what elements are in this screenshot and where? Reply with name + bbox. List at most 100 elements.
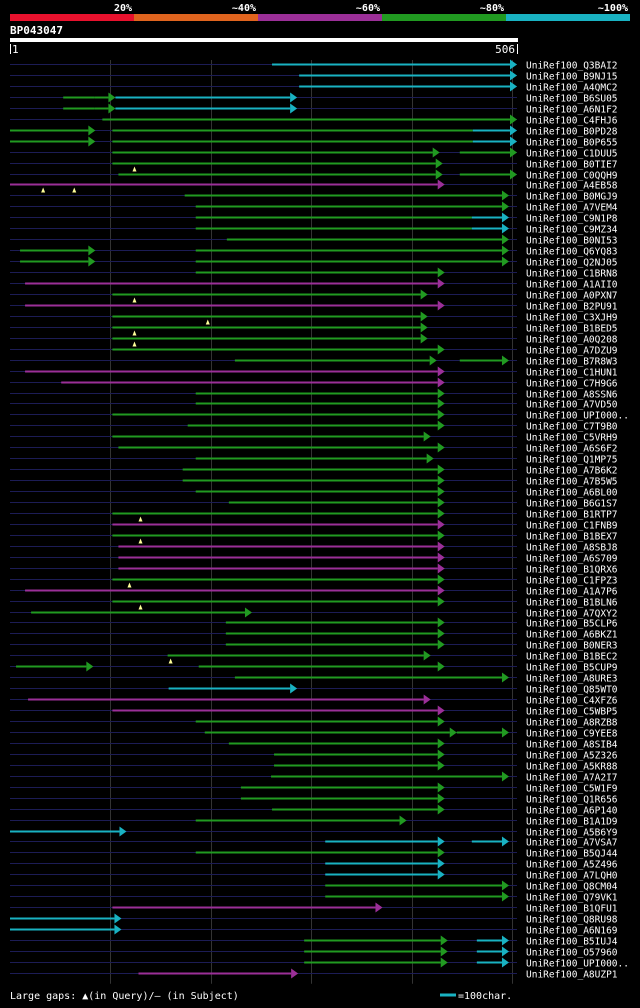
hit-name[interactable]: UniRef100_B0PD28 [526,127,618,138]
hit-name[interactable]: UniRef100_B5QJ44 [526,849,618,860]
hit-row[interactable]: UniRef100_C7T9B0 [10,420,618,433]
hit-name[interactable]: UniRef100_B1QRX6 [526,565,618,576]
hit-name[interactable]: UniRef100_B0P655 [526,138,618,149]
hit-name[interactable]: UniRef100_A8SIB4 [526,740,618,751]
hit-row[interactable]: UniRef100_A0PXN7 [10,289,618,303]
hit-row[interactable]: UniRef100_Q8RU98 [10,913,618,926]
hit-name[interactable]: UniRef100_B1BLN6 [526,598,618,609]
hit-name[interactable]: UniRef100_A0Q208 [526,335,618,346]
hit-row[interactable]: UniRef100_A5Z496 [10,858,618,871]
hit-name[interactable]: UniRef100_A5Z326 [526,751,618,762]
hit-name[interactable]: UniRef100_B1BED5 [526,324,618,335]
hit-name[interactable]: UniRef100_A7VSA7 [526,838,618,849]
hit-name[interactable]: UniRef100_B9NJ15 [526,72,618,83]
hit-name[interactable]: UniRef100_Q3BAI2 [526,61,618,72]
hit-name[interactable]: UniRef100_C1FNB9 [526,521,618,532]
hit-name[interactable]: UniRef100_Q79VK1 [526,893,618,904]
hit-name[interactable]: UniRef100_C9MZ34 [526,225,618,236]
hit-name[interactable]: UniRef100_UPI000.. [526,959,629,970]
hit-row[interactable]: UniRef100_B9NJ15 [10,70,618,83]
hit-name[interactable]: UniRef100_Q8CM04 [526,882,618,893]
hit-name[interactable]: UniRef100_A5B6Y9 [526,828,618,839]
hit-name[interactable]: UniRef100_Q1R656 [526,795,618,806]
hit-name[interactable]: UniRef100_A1AII0 [526,280,618,291]
hit-name[interactable]: UniRef100_C5WBP5 [526,707,618,718]
hit-row[interactable]: UniRef100_B0TIE7 [10,158,618,172]
hit-row[interactable]: UniRef100_UPI000.. [10,957,629,970]
hit-row[interactable]: UniRef100_B5QJ44 [10,847,618,860]
hit-row[interactable]: UniRef100_B5CLP6 [10,617,618,630]
hit-name[interactable]: UniRef100_A4EB58 [526,181,618,192]
hit-name[interactable]: UniRef100_B1QFU1 [526,904,618,915]
hit-name[interactable]: UniRef100_A5Z496 [526,860,618,871]
hit-row[interactable]: UniRef100_B2PU91 [10,300,618,313]
hit-name[interactable]: UniRef100_C5W1F9 [526,784,618,795]
hit-row[interactable]: UniRef100_B1A1D9 [10,815,618,828]
hit-row[interactable]: UniRef100_A0Q208 [10,333,618,347]
hit-row[interactable]: UniRef100_C5WBP5 [10,705,618,718]
hit-row[interactable]: UniRef100_A6BKZ1 [10,628,618,641]
hit-name[interactable]: UniRef100_C1DUU5 [526,149,618,160]
hit-name[interactable]: UniRef100_C7H9G6 [526,379,618,390]
hit-name[interactable]: UniRef100_A6N1F2 [526,105,618,116]
hit-name[interactable]: UniRef100_Q1MP75 [526,455,618,466]
hit-row[interactable]: UniRef100_A4EB58 [10,179,618,193]
hit-name[interactable]: UniRef100_Q8RU98 [526,915,618,926]
hit-row[interactable]: UniRef100_A1A7P6 [10,585,618,598]
hit-row[interactable]: UniRef100_A8UZP1 [10,968,618,981]
hit-name[interactable]: UniRef100_A8SBJ8 [526,543,618,554]
hit-name[interactable]: UniRef100_Q85WT0 [526,685,618,696]
hit-row[interactable]: UniRef100_B1QFU1 [10,902,618,915]
hit-name[interactable]: UniRef100_B0TIE7 [526,160,618,171]
hit-name[interactable]: UniRef100_A6BKZ1 [526,630,618,641]
hit-row[interactable]: UniRef100_B1BEX7 [10,530,618,544]
hit-row[interactable]: UniRef100_Q1R656 [10,793,618,806]
hit-name[interactable]: UniRef100_B0NER3 [526,641,618,652]
hit-name[interactable]: UniRef100_B6G1S7 [526,499,618,510]
hit-name[interactable]: UniRef100_A0PXN7 [526,291,618,302]
hit-row[interactable]: UniRef100_A7LQH0 [10,869,618,882]
hit-name[interactable]: UniRef100_A7B5W5 [526,477,618,488]
hit-row[interactable]: UniRef100_A7B5W5 [10,475,618,488]
hit-name[interactable]: UniRef100_B1BEC2 [526,652,618,663]
hit-name[interactable]: UniRef100_C4FHJ6 [526,116,618,127]
hit-name[interactable]: UniRef100_B1A1D9 [526,817,618,828]
hit-row[interactable]: UniRef100_A7VSA7 [10,836,618,849]
hit-row[interactable]: UniRef100_A6S709 [10,552,618,565]
hit-name[interactable]: UniRef100_A6S709 [526,554,618,565]
hit-row[interactable]: UniRef100_B1BED5 [10,322,618,336]
hit-name[interactable]: UniRef100_A7LQH0 [526,871,618,882]
hit-row[interactable]: UniRef100_A8URE3 [10,672,618,685]
hit-row[interactable]: UniRef100_Q8CM04 [10,880,618,893]
hit-name[interactable]: UniRef100_B6SU05 [526,94,618,105]
hit-row[interactable]: UniRef100_A7B6K2 [10,464,618,477]
hit-row[interactable]: UniRef100_A6BL00 [10,486,618,499]
hit-row[interactable]: UniRef100_A6N169 [10,924,618,937]
hit-name[interactable]: UniRef100_A6BL00 [526,488,618,499]
hit-row[interactable]: UniRef100_A8SBJ8 [10,541,618,554]
hit-name[interactable]: UniRef100_A7QXY2 [526,609,618,620]
hit-row[interactable]: UniRef100_A8SSN6 [10,388,618,401]
hit-row[interactable]: UniRef100_B6SU05 [10,92,618,105]
hit-name[interactable]: UniRef100_A7VEM4 [526,203,618,214]
hit-row[interactable]: UniRef100_B0PD28 [10,125,618,138]
hit-name[interactable]: UniRef100_C0QQH9 [526,171,618,182]
hit-row[interactable]: UniRef100_A6S6F2 [10,442,618,455]
hit-name[interactable]: UniRef100_A7B6K2 [526,466,618,477]
hit-row[interactable]: UniRef100_C3XJH9 [10,311,618,325]
hit-row[interactable]: UniRef100_C1HUN1 [10,366,618,379]
hit-row[interactable]: UniRef100_Q1MP75 [10,453,618,466]
hit-row[interactable]: UniRef100_C1FNB9 [10,519,618,532]
hit-row[interactable]: UniRef100_A4QMC2 [10,81,618,94]
hit-row[interactable]: UniRef100_Q6YQ83 [10,245,618,258]
hit-row[interactable]: UniRef100_B5IUJ4 [10,935,618,948]
hit-row[interactable]: UniRef100_B1RTP7 [10,508,618,522]
hit-row[interactable]: UniRef100_Q85WT0 [10,683,618,696]
hit-name[interactable]: UniRef100_C3XJH9 [526,313,618,324]
hit-name[interactable]: UniRef100_A8UZP1 [526,970,618,981]
hit-name[interactable]: UniRef100_A7VD50 [526,400,618,411]
hit-row[interactable]: UniRef100_B0MGJ9 [10,190,618,203]
hit-row[interactable]: UniRef100_C7H9G6 [10,377,618,390]
hit-name[interactable]: UniRef100_B5IUJ4 [526,937,618,948]
hit-row[interactable]: UniRef100_C5W1F9 [10,782,618,795]
